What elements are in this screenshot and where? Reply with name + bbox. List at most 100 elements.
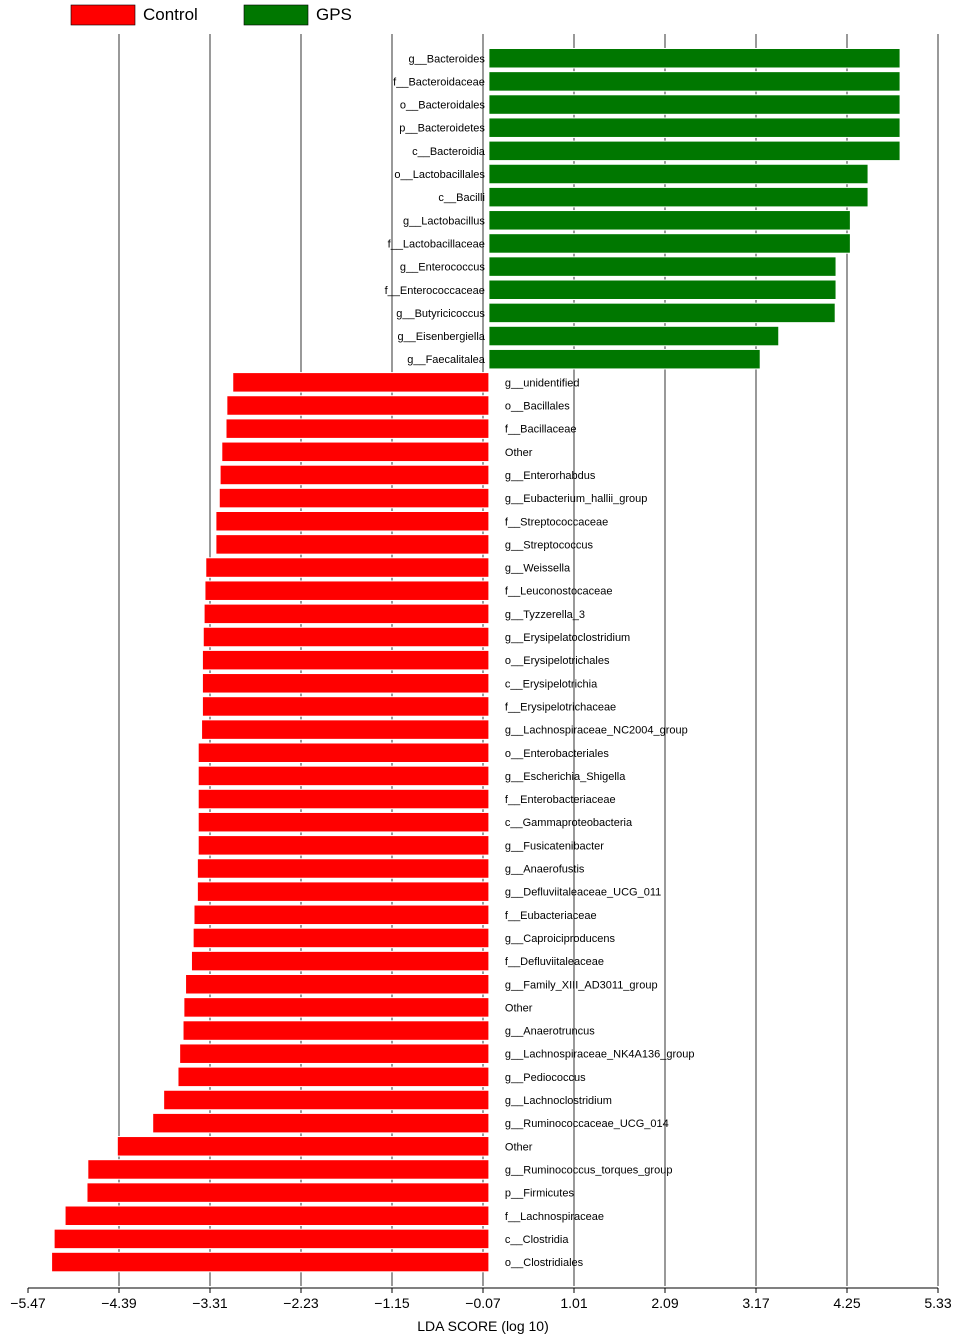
- bar-label-g-ruminococcus-torques-group: g__Ruminococcus_torques_group: [505, 1164, 673, 1176]
- bar-label-g-pediococcus: g__Pediococcus: [505, 1072, 586, 1084]
- bar-g-erysipelatoclostridium: [202, 626, 490, 648]
- bar-label-o-bacteroidales: o__Bacteroidales: [400, 100, 486, 112]
- bar-label-g-butyricicoccus: g__Butyricicoccus: [396, 308, 485, 320]
- bar-o-bacillales: [226, 395, 490, 416]
- bar-label-c-bacteroidia: c__Bacteroidia: [412, 146, 486, 158]
- bar-label-g-streptococcus: g__Streptococcus: [505, 539, 594, 551]
- bar-label-g-tyzzerella-3: g__Tyzzerella_3: [505, 609, 585, 621]
- x-tick-label: 1.01: [560, 1295, 587, 1311]
- bar-g-caproiciproducens: [192, 927, 490, 949]
- legend-swatch-control: [70, 4, 136, 26]
- bar-f-defluviitaleaceae: [190, 950, 490, 972]
- x-axis-ticks: −5.47 −4.39 −3.31 −2.23 −1.15 −0.07 1.01 2.09 3.…: [10, 1288, 952, 1311]
- bar-g-lachnoclostridium: [163, 1089, 490, 1111]
- bar-label-g-lachnoclostridium: g__Lachnoclostridium: [505, 1095, 612, 1107]
- bars: [51, 48, 901, 1273]
- bar-label-g-lactobacillus: g__Lactobacillus: [403, 215, 485, 227]
- bar-o-lactobacillales: [488, 163, 869, 185]
- x-axis-label: LDA SCORE (log 10): [417, 1318, 549, 1334]
- bar-label-c-clostridia: c__Clostridia: [505, 1234, 569, 1246]
- bar-other: [116, 1136, 490, 1157]
- bar-label-f-streptococcaceae: f__Streptococcaceae: [505, 516, 608, 528]
- bar-o-erysipelotrichales: [201, 649, 490, 671]
- bar-other: [221, 441, 490, 463]
- bar-g-eisenbergiella: [488, 325, 780, 347]
- legend: Control GPS: [70, 4, 352, 26]
- bar-label-g-caproiciproducens: g__Caproiciproducens: [505, 933, 616, 945]
- bar-g-fusicatenibacter: [197, 835, 490, 856]
- bar-p-bacteroidetes: [488, 117, 901, 138]
- bar-c-bacteroidia: [488, 140, 901, 162]
- bar-g-unidentified: [232, 372, 490, 393]
- bar-f-erysipelotrichaceae: [201, 696, 490, 717]
- bar-f-lachnospiraceae: [64, 1205, 490, 1226]
- bar-g-ruminococcus-torques-group: [87, 1159, 490, 1180]
- bar-f-bacteroidaceae: [488, 71, 901, 92]
- bar-f-leuconostocaceae: [204, 580, 490, 601]
- bar-o-enterobacteriales: [197, 742, 490, 763]
- bar-label-g-enterococcus: g__Enterococcus: [400, 262, 485, 274]
- x-tick-label: 5.33: [924, 1295, 951, 1311]
- bar-label-o-enterobacteriales: o__Enterobacteriales: [505, 748, 609, 760]
- bar-label-g-erysipelatoclostridium: g__Erysipelatoclostridium: [505, 632, 630, 644]
- bar-label-other: Other: [505, 1141, 533, 1153]
- bar-label-c-bacilli: c__Bacilli: [438, 192, 484, 204]
- bar-label-o-bacillales: o__Bacillales: [505, 401, 570, 413]
- bar-o-clostridiales: [51, 1251, 490, 1273]
- bar-g-weissella: [205, 557, 490, 578]
- bar-label-g-escherichia-shigella: g__Escherichia_Shigella: [505, 771, 626, 783]
- bar-g-tyzzerella-3: [203, 603, 490, 625]
- bar-g-lachnospiraceae-nk4a136-group: [179, 1043, 490, 1064]
- bar-c-clostridia: [53, 1228, 490, 1250]
- legend-swatch-gps: [243, 4, 309, 26]
- bar-g-lachnospiraceae-nc2004-group: [201, 719, 490, 740]
- bar-label-f-erysipelotrichaceae: f__Erysipelotrichaceae: [505, 701, 616, 713]
- bar-label-f-enterococcaceae: f__Enterococcaceae: [385, 285, 485, 297]
- bar-label-g-lachnospiraceae-nc2004-group: g__Lachnospiraceae_NC2004_group: [505, 725, 688, 737]
- bar-label-g-anaerotruncus: g__Anaerotruncus: [505, 1026, 595, 1038]
- bar-g-butyricicoccus: [488, 302, 836, 324]
- bar-p-firmicutes: [86, 1182, 490, 1203]
- x-tick-label: −3.31: [192, 1295, 228, 1311]
- bar-g-bacteroides: [488, 48, 901, 69]
- bar-label-f-eubacteriaceae: f__Eubacteriaceae: [505, 910, 597, 922]
- bar-g-anaerotruncus: [182, 1020, 490, 1041]
- x-tick-label: 3.17: [742, 1295, 769, 1311]
- bar-label-c-gammaproteobacteria: c__Gammaproteobacteria: [505, 817, 633, 829]
- bar-label-g-family-xiii-ad3011-group: g__Family_XIII_AD3011_group: [505, 979, 658, 991]
- x-tick-label: 4.25: [833, 1295, 860, 1311]
- bar-label-g-eubacterium-hallii-group: g__Eubacterium_hallii_group: [505, 493, 647, 505]
- bar-c-gammaproteobacteria: [197, 811, 490, 833]
- bar-g-anaerofustis: [196, 858, 490, 879]
- bar-g-enterorhabdus: [219, 464, 490, 486]
- bar-label-f-bacteroidaceae: f__Bacteroidaceae: [393, 76, 485, 88]
- x-tick-label: −0.07: [465, 1295, 501, 1311]
- bar-label-g-bacteroides: g__Bacteroides: [408, 53, 485, 65]
- bar-other: [183, 997, 490, 1018]
- bar-label-f-lactobacillaceae: f__Lactobacillaceae: [388, 238, 485, 250]
- bar-g-defluviitaleaceae-ucg-011: [196, 881, 490, 902]
- x-tick-label: 2.09: [651, 1295, 678, 1311]
- bar-label-g-ruminococcaceae-ucg-014: g__Ruminococcaceae_UCG_014: [505, 1118, 669, 1130]
- bar-f-streptococcaceae: [215, 511, 490, 532]
- bar-label-g-anaerofustis: g__Anaerofustis: [505, 864, 585, 876]
- bar-g-ruminococcaceae-ucg-014: [152, 1112, 490, 1134]
- bar-label-p-bacteroidetes: p__Bacteroidetes: [399, 123, 485, 135]
- bar-c-erysipelotrichia: [201, 673, 490, 694]
- bar-f-bacillaceae: [225, 418, 490, 439]
- legend-label-control: Control: [143, 5, 198, 24]
- bar-label-other: Other: [505, 1002, 533, 1014]
- bar-label-c-erysipelotrichia: c__Erysipelotrichia: [505, 678, 598, 690]
- bar-g-eubacterium-hallii-group: [218, 487, 490, 509]
- bar-label-g-eisenbergiella: g__Eisenbergiella: [397, 331, 485, 343]
- bar-g-pediococcus: [177, 1066, 490, 1088]
- x-tick-label: −2.23: [283, 1295, 319, 1311]
- bar-label-o-lactobacillales: o__Lactobacillales: [394, 169, 485, 181]
- bar-g-streptococcus: [215, 534, 490, 555]
- bar-g-faecalitalea: [488, 348, 761, 370]
- x-tick-label: −5.47: [10, 1295, 46, 1311]
- bar-g-escherichia-shigella: [197, 765, 490, 787]
- bar-label-f-enterobacteriaceae: f__Enterobacteriaceae: [505, 794, 616, 806]
- bar-label-p-firmicutes: p__Firmicutes: [505, 1188, 575, 1200]
- bar-labels: g__Bacteroides f__Bacteroidaceae o__Bacter…: [385, 53, 695, 1269]
